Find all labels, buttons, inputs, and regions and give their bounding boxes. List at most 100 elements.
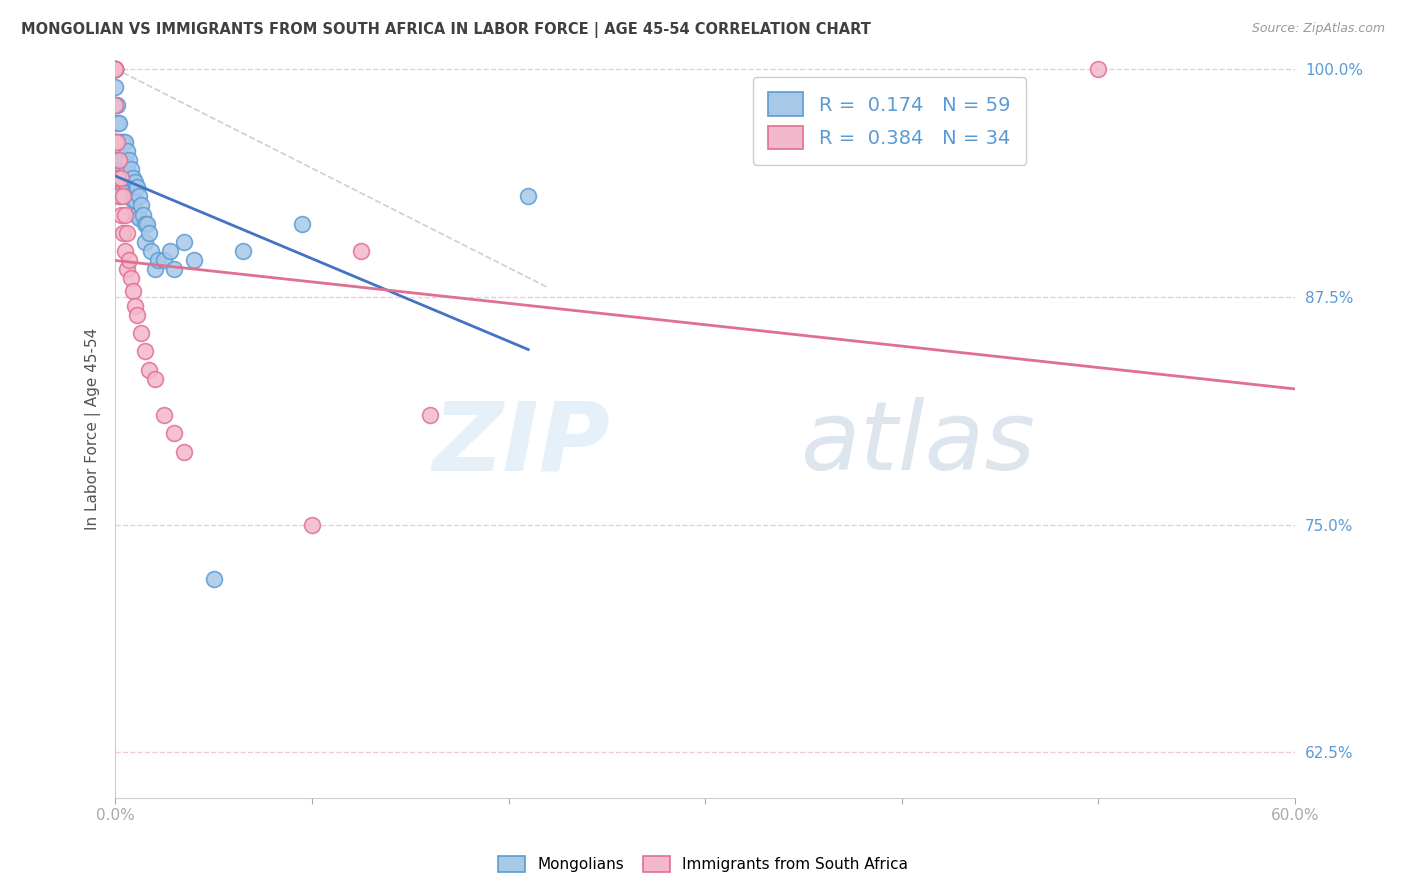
Point — [104, 153, 127, 167]
Point — [118, 171, 141, 186]
Point — [138, 226, 160, 240]
Point — [105, 135, 128, 149]
Point — [114, 208, 136, 222]
Point — [173, 235, 195, 249]
Point — [108, 153, 131, 167]
Point — [118, 153, 141, 167]
Point — [1087, 62, 1109, 76]
Point — [108, 189, 131, 203]
Point — [104, 62, 127, 76]
Point — [135, 217, 157, 231]
Point — [124, 175, 146, 189]
Point — [104, 171, 127, 186]
Point — [132, 208, 155, 222]
Point — [159, 244, 181, 258]
Point — [419, 846, 441, 860]
Point — [134, 235, 156, 249]
Point — [112, 226, 135, 240]
Legend: Mongolians, Immigrants from South Africa: Mongolians, Immigrants from South Africa — [491, 848, 915, 880]
Point — [104, 135, 127, 149]
Point — [291, 217, 314, 231]
Point — [129, 198, 152, 212]
Point — [232, 244, 254, 258]
Point — [120, 271, 142, 285]
Point — [105, 116, 128, 130]
Point — [114, 171, 136, 186]
Point — [115, 144, 138, 158]
Text: atlas: atlas — [800, 397, 1035, 490]
Point — [125, 180, 148, 194]
Point — [104, 98, 127, 112]
Point — [104, 62, 127, 76]
Point — [120, 189, 142, 203]
Point — [104, 62, 127, 76]
Point — [120, 161, 142, 176]
Point — [183, 253, 205, 268]
Point — [128, 189, 150, 203]
Point — [108, 135, 131, 149]
Y-axis label: In Labor Force | Age 45-54: In Labor Force | Age 45-54 — [86, 327, 101, 530]
Point — [138, 362, 160, 376]
Point — [110, 135, 132, 149]
Text: Source: ZipAtlas.com: Source: ZipAtlas.com — [1251, 22, 1385, 36]
Point — [125, 308, 148, 322]
Point — [350, 244, 373, 258]
Point — [128, 211, 150, 226]
Point — [114, 135, 136, 149]
Point — [122, 171, 145, 186]
Text: MONGOLIAN VS IMMIGRANTS FROM SOUTH AFRICA IN LABOR FORCE | AGE 45-54 CORRELATION: MONGOLIAN VS IMMIGRANTS FROM SOUTH AFRIC… — [21, 22, 870, 38]
Point — [104, 62, 127, 76]
Point — [143, 262, 166, 277]
Point — [105, 171, 128, 186]
Point — [148, 253, 170, 268]
Point — [108, 189, 131, 203]
Point — [114, 153, 136, 167]
Point — [139, 244, 162, 258]
Point — [104, 135, 127, 149]
Point — [419, 408, 441, 422]
Point — [110, 153, 132, 167]
Point — [125, 208, 148, 222]
Point — [104, 79, 127, 94]
Point — [517, 189, 540, 203]
Point — [115, 180, 138, 194]
Point — [115, 262, 138, 277]
Point — [115, 226, 138, 240]
Point — [173, 444, 195, 458]
Point — [118, 189, 141, 203]
Point — [108, 116, 131, 130]
Point — [163, 426, 186, 441]
Point — [134, 217, 156, 231]
Point — [129, 326, 152, 340]
Point — [108, 153, 131, 167]
Point — [115, 161, 138, 176]
Point — [105, 98, 128, 112]
Point — [105, 135, 128, 149]
Point — [112, 189, 135, 203]
Text: ZIP: ZIP — [433, 397, 610, 490]
Point — [143, 372, 166, 386]
Point — [122, 193, 145, 207]
Point — [153, 408, 176, 422]
Point — [163, 262, 186, 277]
Point — [104, 62, 127, 76]
Point — [110, 208, 132, 222]
Point — [134, 344, 156, 359]
Point — [104, 62, 127, 76]
Point — [112, 135, 135, 149]
Point — [110, 171, 132, 186]
Point — [110, 171, 132, 186]
Point — [112, 180, 135, 194]
Point — [301, 517, 323, 532]
Point — [118, 253, 141, 268]
Point — [124, 299, 146, 313]
Point — [124, 193, 146, 207]
Legend: R =  0.174   N = 59, R =  0.384   N = 34: R = 0.174 N = 59, R = 0.384 N = 34 — [752, 77, 1026, 165]
Point — [112, 153, 135, 167]
Point — [105, 171, 128, 186]
Point — [114, 244, 136, 258]
Point — [122, 284, 145, 298]
Point — [202, 572, 225, 586]
Point — [104, 98, 127, 112]
Point — [104, 171, 127, 186]
